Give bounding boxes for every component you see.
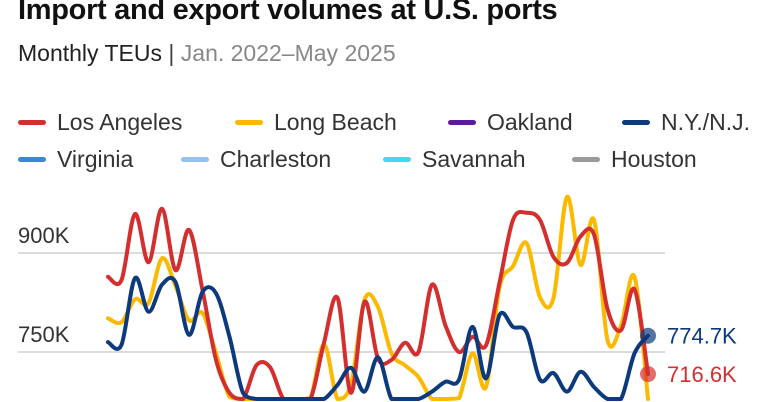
y-tick-label: 900K [18,223,70,248]
legend-item-savannah: Savannah [383,145,526,173]
chart-title: Import and export volumes at U.S. ports [18,0,558,26]
subtitle-measure: Monthly TEUs [18,40,163,66]
legend-label: Long Beach [274,108,397,135]
subtitle-date-range: Jan. 2022–May 2025 [180,40,396,66]
chart-subtitle: Monthly TEUs | Jan. 2022–May 2025 [18,40,396,67]
legend-label: Los Angeles [57,108,183,135]
legend-swatch [18,119,46,125]
legend-swatch [622,119,650,125]
legend-item-n-y-n-j: N.Y./N.J. [622,108,750,136]
end-point-marker [640,327,656,344]
legend-swatch [448,119,476,125]
series-line-long-beach [106,194,650,401]
legend-swatch [181,156,209,162]
end-value-label: 716.6K [667,362,737,387]
y-tick-label: 750K [18,322,70,347]
legend-item-oakland: Oakland [448,108,573,136]
legend-label: Oakland [487,108,573,135]
subtitle-separator: | [168,40,175,66]
legend-swatch [235,119,263,125]
legend-swatch [383,156,411,162]
legend-item-long-beach: Long Beach [235,108,397,136]
legend-item-houston: Houston [572,145,697,173]
legend-label: N.Y./N.J. [661,108,751,135]
legend-label: Charleston [220,145,332,172]
series-line-n-y-n-j [106,275,650,401]
legend-label: Virginia [57,145,134,172]
legend-swatch [572,156,600,162]
legend-label: Savannah [422,145,526,172]
legend-item-virginia: Virginia [18,145,133,173]
legend-item-charleston: Charleston [181,145,331,173]
end-value-label: 774.7K [667,324,737,349]
legend-label: Houston [611,145,697,172]
end-point-marker [640,366,656,383]
legend-swatch [18,156,46,162]
legend-item-los-angeles: Los Angeles [18,108,182,136]
